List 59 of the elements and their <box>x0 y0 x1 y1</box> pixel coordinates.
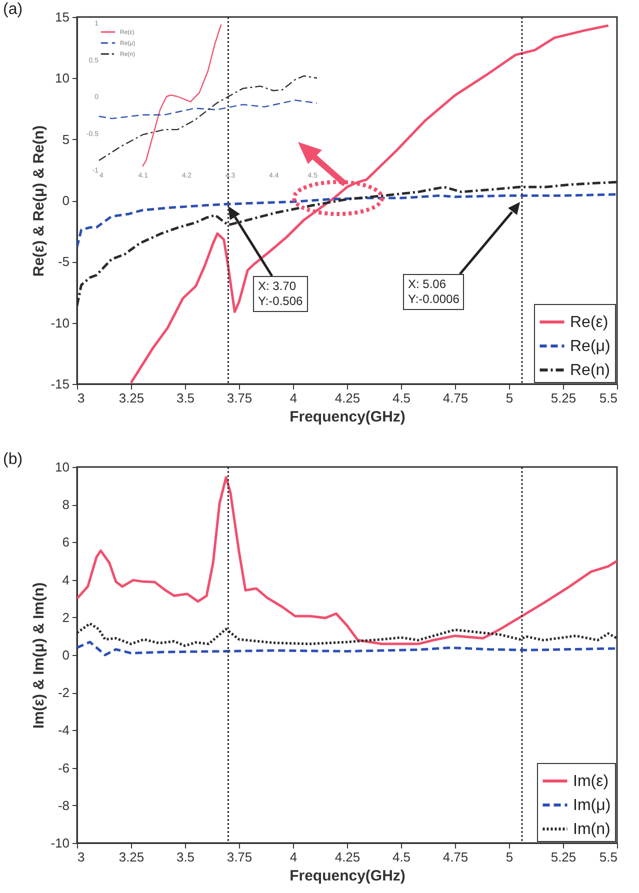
x-tick-label: 3.5 <box>176 850 195 864</box>
x-tick-label: 3.25 <box>118 850 144 864</box>
x-tick-label: 5.5 <box>599 390 618 406</box>
line-series <box>77 476 617 646</box>
x-tick-label: 4.5 <box>392 850 411 864</box>
x-tick-label: 4.75 <box>442 390 468 406</box>
y-tick-label: -10 <box>50 836 70 850</box>
y-tick-label: 0 <box>62 193 70 208</box>
y-tick-label: -15 <box>50 376 70 392</box>
line-series <box>99 100 317 120</box>
chart-title: (b) <box>3 451 23 469</box>
y-tick-label: 10 <box>55 70 70 86</box>
legend-label: Re(μ) <box>570 338 610 355</box>
x-tick-label: 5.25 <box>550 850 576 864</box>
legend-label: Im(μ) <box>573 797 611 814</box>
line-series <box>77 193 617 248</box>
y-tick-label: 4 <box>62 572 70 588</box>
x-tick-label: 4.25 <box>334 850 360 864</box>
x-tick-label: 5 <box>506 850 514 864</box>
x-tick-label: 3 <box>78 850 85 864</box>
legend-label: Re(ε) <box>570 314 608 331</box>
x-tick-label: 5.5 <box>599 850 618 864</box>
y-tick-label: 8 <box>62 497 70 512</box>
y-tick-label: 5 <box>62 132 70 147</box>
x-tick-label: 3.5 <box>176 390 195 406</box>
x-tick-label: 3.75 <box>226 390 252 406</box>
annotation: X: 3.70 Y:-0.506 <box>253 276 308 312</box>
line-series <box>77 640 617 656</box>
x-axis-title: Frequency(GHz) <box>290 408 406 426</box>
y-tick-label: -4 <box>58 722 70 738</box>
y-tick-label: -2 <box>58 685 70 700</box>
x-axis-title: Frequency(GHz) <box>290 868 406 884</box>
x-tick-label: 5 <box>506 390 514 406</box>
y-axis-title: Im(ε) & Im(μ) & Im(n) <box>30 582 48 729</box>
y-tick-label: 10 <box>55 460 70 474</box>
legend-label: Im(n) <box>573 821 610 838</box>
y-tick-label: 0 <box>62 648 70 662</box>
x-tick-label: 3.75 <box>226 850 252 864</box>
x-tick-label: 4.75 <box>442 850 468 864</box>
line-series <box>142 24 222 167</box>
y-tick-label: -5 <box>58 254 70 270</box>
y-axis-title: Re(ε) & Re(μ) & Re(n) <box>30 125 48 277</box>
y-tick-label: 6 <box>62 534 70 550</box>
x-tick-label: 3.25 <box>118 390 144 406</box>
legend-label: Im(ε) <box>573 773 609 790</box>
x-tick-label: 4.25 <box>334 390 360 406</box>
y-tick-label: 2 <box>62 610 70 625</box>
x-tick-label: 4 <box>290 390 298 406</box>
y-tick-label: -6 <box>58 760 70 776</box>
annotation: X: 5.06 Y:-0.0006 <box>403 274 464 310</box>
x-tick-label: 5.25 <box>550 390 576 406</box>
x-tick-label: 4 <box>290 850 298 864</box>
x-tick-label: 3 <box>78 390 85 406</box>
y-tick-label: -10 <box>50 315 70 330</box>
legend-label: Re(n) <box>570 362 610 379</box>
y-tick-label: 15 <box>55 10 70 24</box>
y-tick-label: -8 <box>58 798 70 813</box>
x-tick-label: 4.5 <box>392 390 411 406</box>
chart-title: (a) <box>3 1 23 19</box>
